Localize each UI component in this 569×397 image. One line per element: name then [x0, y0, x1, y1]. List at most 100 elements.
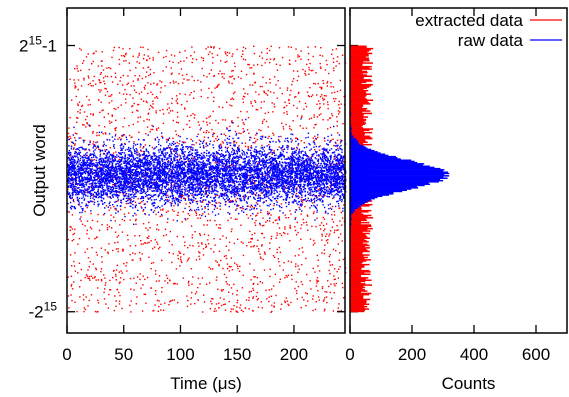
- data-point: [243, 177, 246, 179]
- data-point: [81, 186, 83, 189]
- data-point: [255, 187, 257, 189]
- data-point: [318, 270, 321, 272]
- data-point: [272, 132, 274, 134]
- data-point: [305, 154, 307, 156]
- data-point: [106, 224, 109, 226]
- data-point: [87, 75, 89, 77]
- data-point: [116, 182, 119, 185]
- data-point: [242, 50, 244, 52]
- data-point: [267, 111, 270, 114]
- data-point: [77, 103, 79, 105]
- data-point: [155, 96, 158, 98]
- data-point: [304, 151, 306, 153]
- data-point: [79, 184, 81, 186]
- data-point: [287, 185, 290, 188]
- data-point: [252, 186, 254, 189]
- data-point: [71, 195, 73, 197]
- data-point: [342, 122, 344, 125]
- data-point: [280, 308, 282, 310]
- data-point: [184, 108, 186, 110]
- data-point: [146, 59, 148, 61]
- data-point: [195, 142, 197, 144]
- data-point: [300, 213, 302, 215]
- data-point: [74, 132, 76, 134]
- data-point: [260, 211, 262, 214]
- data-point: [218, 173, 220, 175]
- data-point: [69, 254, 72, 256]
- data-point: [97, 182, 99, 184]
- data-point: [168, 137, 171, 139]
- data-point: [85, 118, 87, 121]
- data-point: [246, 129, 249, 131]
- data-point: [79, 159, 81, 162]
- data-point: [333, 275, 335, 277]
- data-point: [242, 58, 245, 60]
- data-point: [250, 172, 252, 174]
- data-point: [316, 103, 318, 105]
- data-point: [324, 173, 327, 175]
- data-point: [101, 256, 103, 258]
- data-point: [211, 204, 213, 206]
- data-point: [254, 101, 257, 103]
- data-point: [334, 164, 337, 166]
- data-point: [73, 238, 75, 241]
- data-point: [147, 55, 149, 57]
- data-point: [157, 211, 160, 213]
- data-point: [150, 287, 152, 289]
- data-point: [152, 103, 154, 105]
- data-point: [294, 211, 296, 213]
- data-point: [231, 75, 234, 77]
- data-point: [240, 241, 243, 243]
- data-point: [123, 186, 126, 188]
- data-point: [244, 307, 246, 309]
- data-point: [152, 107, 154, 109]
- data-point: [219, 169, 221, 171]
- data-point: [224, 119, 227, 121]
- data-point: [285, 297, 287, 299]
- data-point: [153, 164, 155, 166]
- data-point: [193, 79, 195, 82]
- data-point: [288, 102, 291, 104]
- data-point: [255, 186, 258, 188]
- data-point: [303, 222, 305, 224]
- data-point: [142, 153, 145, 155]
- data-point: [150, 91, 152, 93]
- data-point: [290, 301, 292, 304]
- data-point: [134, 185, 136, 188]
- data-point: [163, 156, 165, 158]
- data-point: [103, 298, 106, 300]
- data-point: [308, 180, 310, 182]
- data-point: [297, 156, 299, 159]
- data-point: [335, 98, 337, 100]
- data-point: [255, 149, 257, 151]
- data-point: [114, 160, 116, 162]
- data-point: [119, 184, 121, 186]
- data-point: [143, 180, 146, 183]
- data-point: [170, 300, 172, 302]
- data-point: [154, 239, 156, 241]
- data-point: [236, 197, 239, 200]
- data-point: [254, 276, 256, 278]
- data-point: [147, 113, 149, 115]
- data-point: [262, 179, 264, 181]
- data-point: [319, 54, 321, 56]
- data-point: [342, 258, 345, 261]
- data-point: [279, 251, 282, 254]
- data-point: [248, 156, 250, 158]
- data-point: [195, 211, 197, 213]
- data-point: [197, 133, 199, 135]
- data-point: [190, 303, 192, 305]
- data-point: [301, 201, 304, 203]
- data-point: [177, 180, 179, 182]
- data-point: [89, 143, 91, 146]
- data-point: [121, 218, 123, 221]
- data-point: [120, 201, 122, 203]
- data-point: [222, 289, 224, 291]
- data-point: [277, 171, 279, 174]
- data-point: [284, 232, 286, 235]
- data-point: [225, 53, 227, 55]
- data-point: [105, 160, 108, 163]
- data-point: [287, 46, 290, 48]
- data-point: [254, 172, 256, 175]
- data-point: [201, 201, 204, 203]
